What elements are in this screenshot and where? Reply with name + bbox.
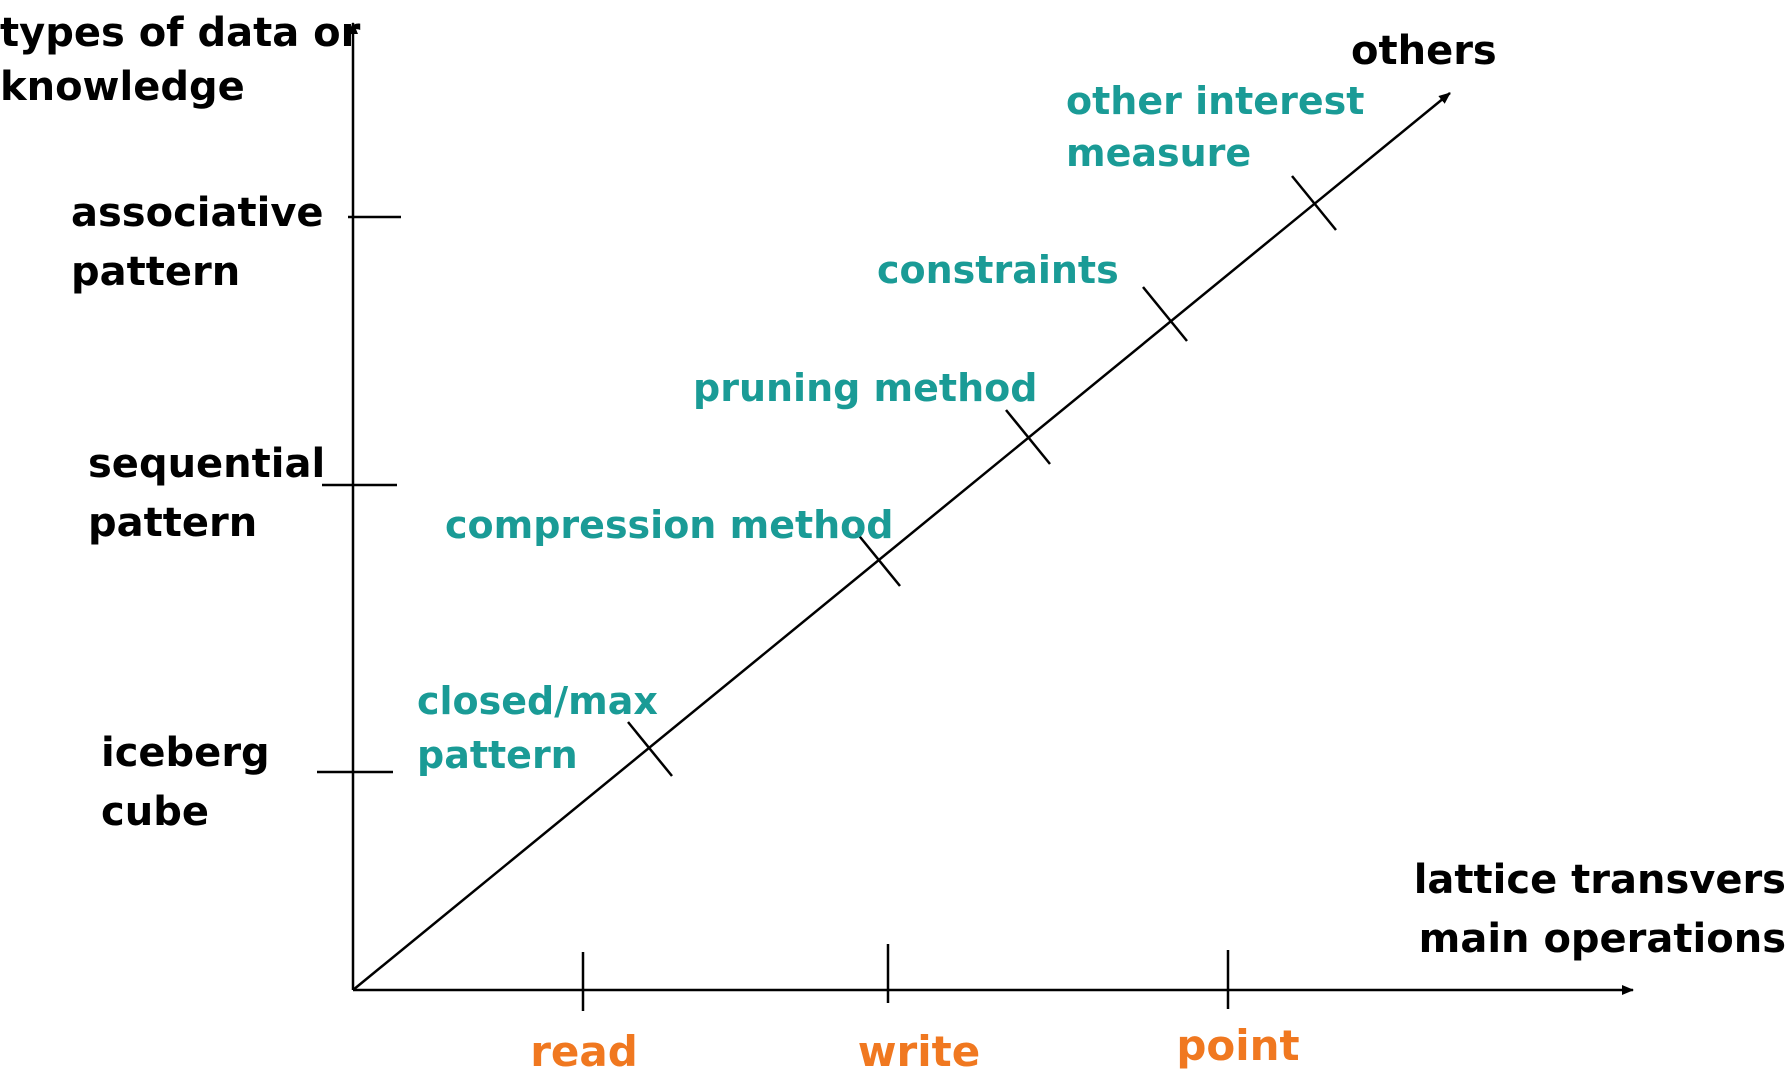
text-line: cube [101,789,209,835]
diagonal-axis [352,92,1451,991]
text-line: associative [71,190,324,236]
text-line: pruning method [693,366,1037,410]
diagonal-tick [1005,409,1051,465]
text-line: compression method [445,503,894,547]
text-line: measure [1066,131,1251,175]
y-label: associative pattern [71,190,324,295]
x-label: read [530,1027,638,1072]
text-line: sequential [88,441,325,487]
x-label: write [858,1027,980,1072]
diagonal-tick [627,721,673,777]
y-label: iceberg cube [101,730,270,835]
text-line: types of data or [0,10,361,56]
diagonal-axis-title: others [1351,28,1497,74]
diagonal-tick [1291,175,1337,231]
text-line: constraints [877,248,1119,292]
x-axis-title: lattice transvers main operations [1414,857,1786,962]
text-line: other interest [1066,79,1364,123]
diagonal-label: closed/max pattern [417,679,658,777]
diagonal-label: compression method [445,503,894,547]
diagonal-tick [1142,286,1188,342]
diagonal-tick [855,531,901,587]
text-line: main operations [1419,916,1786,962]
text-line: pattern [71,249,240,295]
text-line: knowledge [0,64,245,110]
x-label: point [1176,1021,1299,1070]
diagonal-label: other interest measure [1066,79,1364,175]
diagonal-label: constraints [877,248,1119,292]
text-line: pattern [88,500,257,546]
text-line: lattice transvers [1414,857,1786,903]
diagonal-label: pruning method [693,366,1037,410]
text-line: closed/max [417,679,658,723]
text-line: iceberg [101,730,270,776]
y-axis-title: types of data or knowledge [0,10,361,110]
text-line: pattern [417,733,578,777]
y-label: sequential pattern [88,441,325,546]
